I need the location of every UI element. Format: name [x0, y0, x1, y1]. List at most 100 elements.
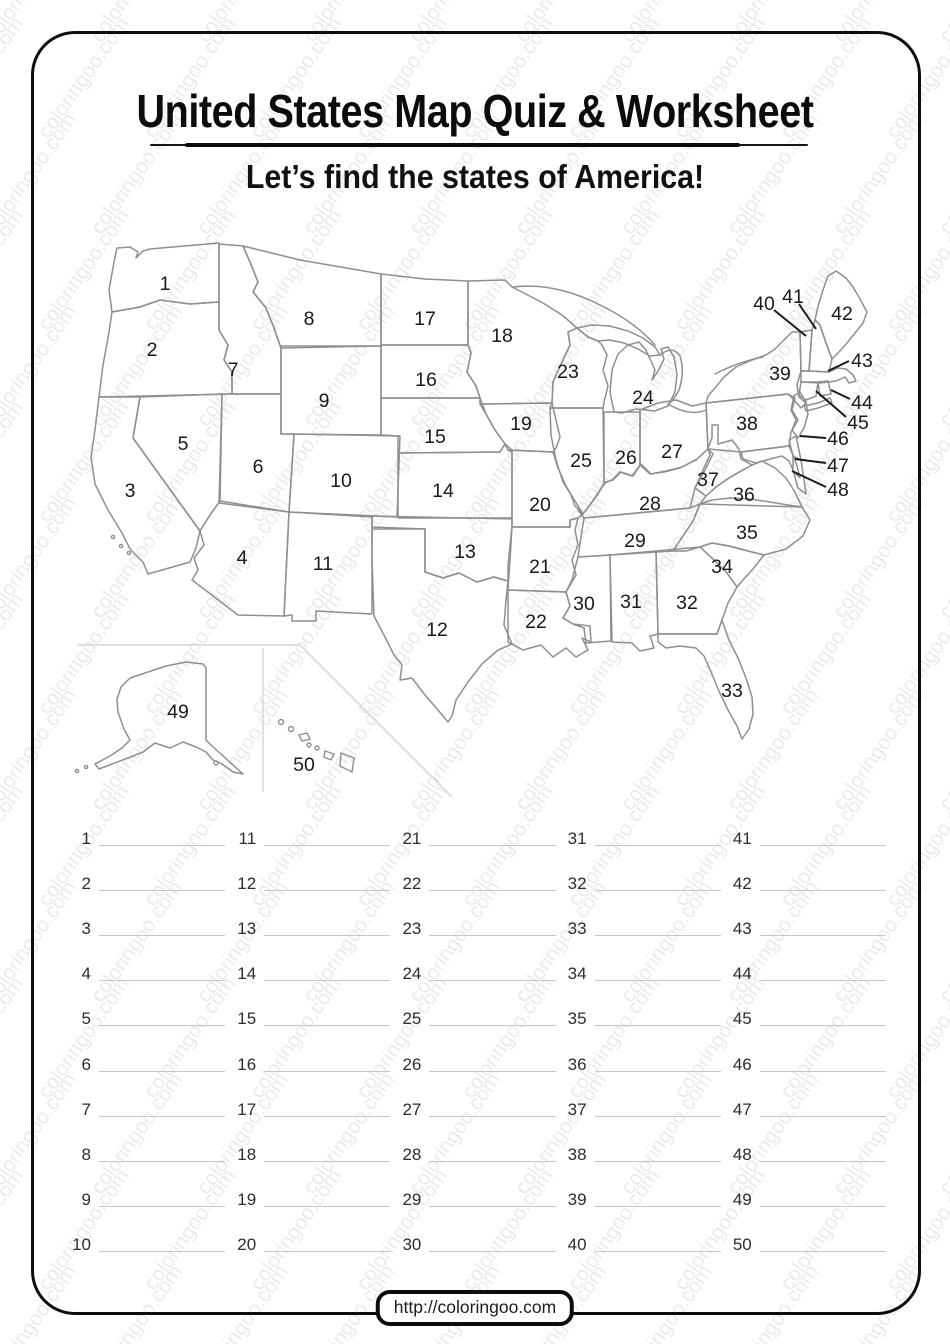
answer-blank-6[interactable]: [99, 1057, 226, 1072]
state-number-label: 19: [510, 413, 532, 435]
answer-blank-15[interactable]: [264, 1011, 391, 1027]
state-number-label: 1: [160, 273, 171, 295]
answer-blank-50[interactable]: [759, 1237, 886, 1252]
answer-blank-1[interactable]: [99, 831, 226, 847]
answer-blank-3[interactable]: [99, 921, 226, 937]
answer-number: 6: [81, 1054, 91, 1074]
answer-blank-32[interactable]: [594, 876, 721, 892]
channel-island: [110, 534, 116, 540]
hawaii-island: [287, 725, 295, 733]
answer-number: 39: [567, 1189, 587, 1209]
answer-slot-30: 30: [394, 1207, 559, 1253]
answer-blank-24[interactable]: [429, 966, 556, 982]
answer-blank-22[interactable]: [429, 876, 556, 892]
answer-blank-30[interactable]: [429, 1237, 556, 1252]
answer-blank-2[interactable]: [99, 876, 226, 892]
answer-slot-41: 41: [725, 801, 890, 847]
answer-blank-16[interactable]: [264, 1057, 391, 1072]
answer-blank-35[interactable]: [594, 1011, 721, 1027]
answer-blank-38[interactable]: [594, 1147, 721, 1162]
answer-blank-31[interactable]: [594, 831, 721, 847]
state-number-label: 17: [414, 308, 436, 330]
answer-blank-42[interactable]: [759, 876, 886, 892]
answer-blank-12[interactable]: [264, 876, 391, 892]
answer-blank-17[interactable]: [264, 1102, 391, 1117]
answer-slot-15: 15: [229, 981, 394, 1027]
answer-number: 50: [732, 1234, 752, 1254]
answer-number: 49: [732, 1189, 752, 1209]
answer-blank-43[interactable]: [759, 921, 886, 937]
answer-blank-28[interactable]: [429, 1147, 556, 1162]
answer-blank-29[interactable]: [429, 1192, 556, 1207]
answer-slot-42: 42: [725, 846, 890, 892]
lake-erie: [667, 403, 707, 414]
state-number-label: 42: [831, 303, 853, 325]
state-number-label: 21: [529, 556, 551, 578]
answer-blank-10[interactable]: [99, 1237, 226, 1252]
answer-number: 26: [402, 1054, 422, 1074]
answer-blank-9[interactable]: [99, 1192, 226, 1207]
answer-blank-13[interactable]: [264, 921, 391, 937]
answer-number: 8: [81, 1144, 91, 1164]
answer-blank-33[interactable]: [594, 921, 721, 937]
state-outline-ca: [90, 396, 201, 575]
answer-slot-11: 11: [229, 801, 394, 849]
answer-number: 3: [81, 919, 91, 939]
answer-slot-46: 46: [725, 1026, 890, 1073]
answer-blank-7[interactable]: [99, 1102, 226, 1117]
answer-blank-18[interactable]: [264, 1147, 391, 1162]
state-number-label: 2: [147, 339, 158, 361]
answer-blank-34[interactable]: [594, 966, 721, 982]
state-number-label: 6: [253, 456, 264, 478]
answer-blank-49[interactable]: [759, 1192, 886, 1207]
answer-blank-20[interactable]: [264, 1237, 391, 1252]
answer-slot-1: 1: [64, 801, 229, 847]
answer-blank-26[interactable]: [429, 1057, 556, 1072]
answer-number: 34: [567, 964, 587, 984]
answer-blank-44[interactable]: [759, 966, 886, 982]
answer-slot-9: 9: [64, 1162, 229, 1208]
answer-number: 24: [402, 964, 422, 984]
answer-slot-25: 25: [394, 981, 559, 1027]
state-outline-mt: [242, 245, 382, 349]
answer-slot-31: 31: [560, 801, 725, 847]
answer-blank-11[interactable]: [264, 831, 391, 847]
answer-blank-25[interactable]: [429, 1011, 556, 1027]
state-outlines: [74, 242, 868, 798]
answer-slot-32: 32: [560, 846, 725, 892]
channel-island: [118, 543, 124, 549]
answer-blank-46[interactable]: [759, 1057, 886, 1072]
answer-blank-14[interactable]: [264, 966, 391, 982]
state-number-label: 39: [769, 363, 791, 385]
state-number-label: 12: [426, 619, 448, 641]
answer-slot-14: 14: [229, 936, 394, 982]
state-outline-fl: [657, 619, 754, 740]
answer-blank-45[interactable]: [759, 1011, 886, 1027]
answer-blank-23[interactable]: [429, 921, 556, 937]
answer-blank-5[interactable]: [99, 1011, 226, 1027]
state-number-label: 31: [620, 591, 642, 613]
answer-blank-19[interactable]: [264, 1192, 391, 1207]
answer-blank-8[interactable]: [99, 1147, 226, 1162]
answer-blank-40[interactable]: [594, 1237, 721, 1252]
answer-blank-27[interactable]: [429, 1102, 556, 1117]
answer-number: 16: [237, 1054, 257, 1074]
state-outline-pa: [705, 393, 799, 453]
answer-blank-39[interactable]: [594, 1192, 721, 1207]
answer-number: 2: [81, 874, 91, 894]
answer-blank-47[interactable]: [759, 1102, 886, 1117]
answer-blank-48[interactable]: [759, 1147, 886, 1162]
state-number-label: 3: [125, 480, 136, 502]
answer-blank-36[interactable]: [594, 1057, 721, 1072]
state-number-label: 45: [847, 412, 869, 434]
state-outline-nv: [132, 393, 223, 532]
state-outline-ar: [507, 517, 579, 593]
answer-number: 13: [237, 919, 257, 939]
answer-blank-37[interactable]: [594, 1102, 721, 1117]
answer-blank-21[interactable]: [429, 831, 556, 847]
answer-number: 48: [732, 1144, 752, 1164]
answer-number: 11: [238, 829, 257, 849]
answer-blank-41[interactable]: [759, 831, 886, 847]
answer-blank-4[interactable]: [99, 966, 226, 982]
state-number-label: 16: [415, 369, 437, 391]
